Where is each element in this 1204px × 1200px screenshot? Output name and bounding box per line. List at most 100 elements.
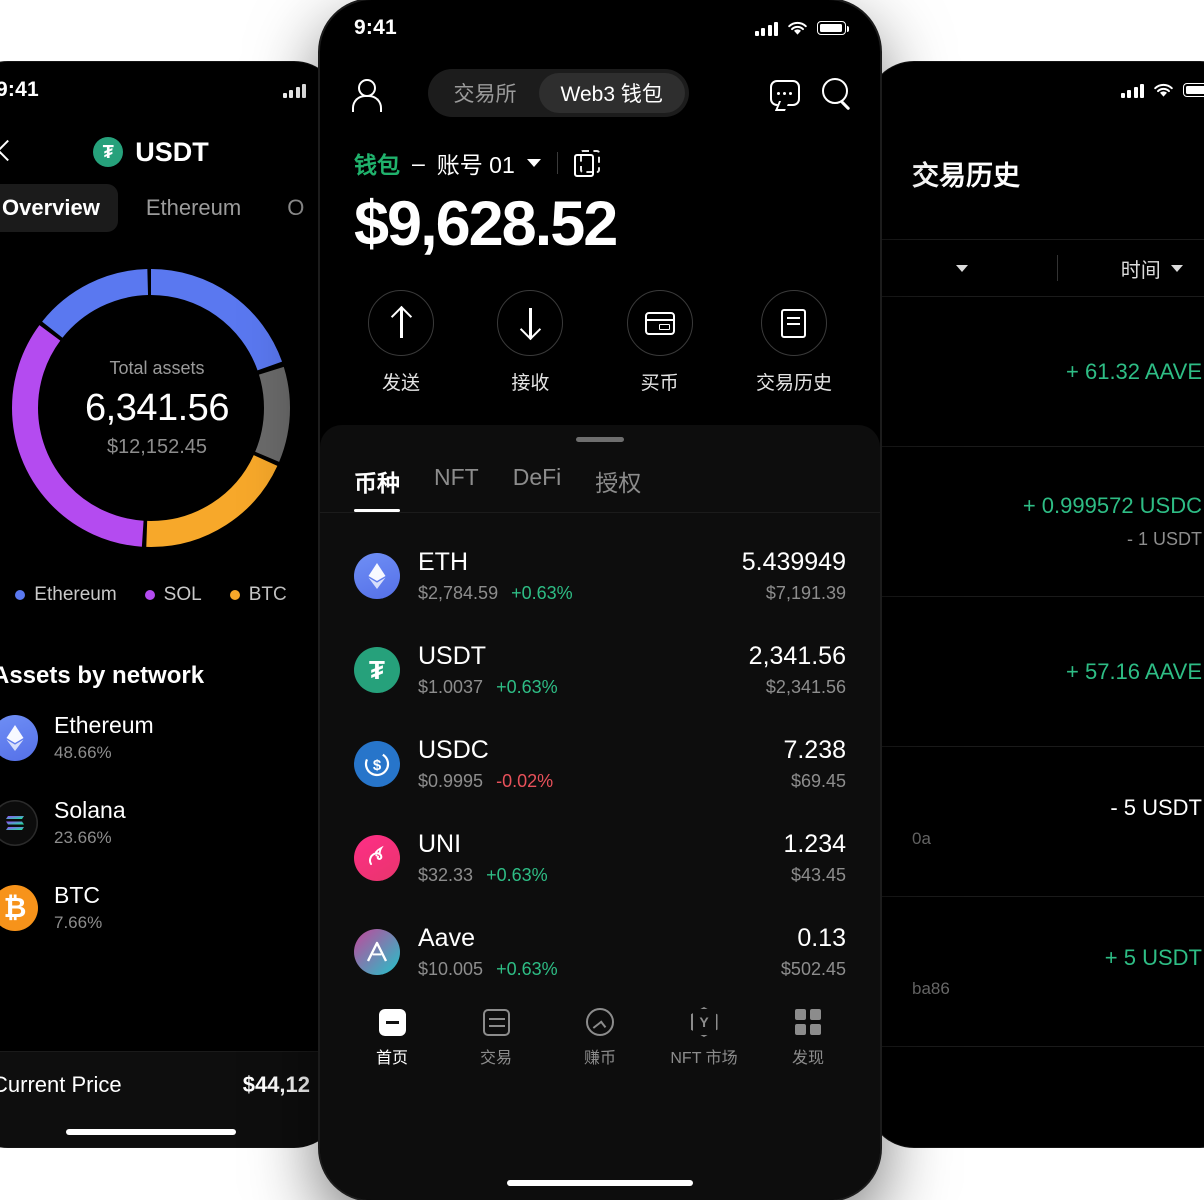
transaction-row[interactable]: + 57.16 AAVE [868, 597, 1204, 747]
token-amount: 1.234 [783, 830, 846, 858]
token-change: -0.02% [496, 771, 554, 791]
list-item[interactable]: Solana 23.66% [0, 797, 310, 848]
status-time: 9:41 [0, 78, 39, 101]
divider [556, 152, 558, 174]
legend-item-ethereum: Ethereum [15, 584, 117, 606]
left-tabs: Overview Ethereum O [0, 178, 340, 232]
search-icon[interactable] [821, 78, 852, 108]
sheet-grabber[interactable] [576, 437, 624, 442]
tab-nft[interactable]: NFT [434, 464, 479, 490]
legend-label: BTC [248, 584, 287, 605]
buy-button[interactable]: 买币 [626, 290, 693, 395]
network-name: Ethereum [54, 712, 154, 738]
chevron-down-icon [1170, 264, 1183, 272]
chart-legend: Ethereum SOL BTC [0, 584, 340, 606]
tab-overview[interactable]: Overview [0, 184, 118, 232]
token-row[interactable]: Aave $10.005 +0.63% 0.13 $502.45 [354, 905, 846, 999]
history-button[interactable]: 交易历史 [756, 290, 832, 395]
tab-trade[interactable]: 交易 [450, 1007, 542, 1068]
token-row[interactable]: UNI $32.33 +0.63% 1.234 $43.45 [354, 811, 846, 905]
home-icon [378, 1008, 406, 1036]
solana-icon [0, 799, 38, 846]
list-item[interactable]: ₿ BTC 7.66% [0, 882, 310, 933]
filter-type[interactable] [868, 264, 1057, 272]
current-price-value: $44,12 [242, 1072, 310, 1097]
tab-defi[interactable]: DeFi [512, 464, 562, 490]
home-indicator [507, 1180, 693, 1186]
token-symbol: USDT [418, 642, 487, 670]
wallet-selector[interactable]: 钱包 – 账号 01 [320, 124, 880, 180]
ethereum-icon [0, 714, 38, 761]
tab-ethereum[interactable]: Ethereum [145, 195, 242, 220]
wifi-icon [1154, 83, 1173, 97]
chevron-down-icon[interactable] [526, 159, 541, 167]
tether-icon: ₮ [354, 647, 400, 693]
tab-other[interactable]: O [287, 195, 305, 220]
network-percent: 48.66% [54, 743, 112, 762]
transaction-amount: + 61.32 AAVE [1066, 358, 1202, 384]
uniswap-icon [354, 835, 400, 881]
transaction-row[interactable]: + 0.999572 USDC - 1 USDT [868, 447, 1204, 597]
signal-icon [1120, 83, 1144, 98]
receive-button[interactable]: 接收 [497, 290, 564, 395]
assets-by-network-title: Assets by network [0, 662, 205, 689]
center-status-bar: 9:41 [320, 0, 880, 56]
send-button[interactable]: 发送 [368, 290, 434, 395]
transaction-row[interactable]: + 5 USDT ba86 [868, 897, 1204, 1047]
wallet-name: 钱包 [354, 152, 400, 178]
mode-segmented-control: 交易所 Web3 钱包 [427, 69, 689, 117]
home-indicator [66, 1129, 236, 1135]
token-amount: 0.13 [797, 924, 846, 952]
status-icons [754, 21, 849, 36]
token-value: $43.45 [790, 865, 846, 885]
left-title-group: ₮ USDT [0, 137, 340, 168]
token-row[interactable]: ETH $2,784.59 +0.63% 5.439949 $7,191.39 [354, 529, 846, 623]
chevron-left-icon[interactable] [0, 139, 18, 165]
tab-web3-wallet[interactable]: Web3 钱包 [538, 73, 685, 113]
token-symbol: USDC [418, 736, 489, 764]
arrow-up-icon [389, 308, 413, 338]
tab-approvals[interactable]: 授权 [595, 470, 642, 496]
status-icons [282, 83, 306, 98]
token-symbol: Aave [418, 924, 475, 952]
transaction-amount: - 5 USDT [1110, 794, 1202, 820]
tab-discover[interactable]: 发现 [762, 1007, 854, 1068]
donut-center: Total assets 6,341.56 $12,152.45 [7, 258, 307, 558]
filter-time[interactable]: 时间 [1058, 254, 1204, 283]
donut-value: 6,341.56 [85, 386, 229, 429]
asset-donut-chart: Total assets 6,341.56 $12,152.45 [0, 258, 340, 558]
transaction-row[interactable]: - 5 USDT 0a [868, 747, 1204, 897]
token-amount: 2,341.56 [748, 642, 846, 670]
total-balance: $9,628.52 [354, 189, 618, 259]
assets-sheet: 币种 NFT DeFi 授权 ETH $2,784.59 [320, 425, 880, 1200]
nft-icon [691, 1007, 718, 1037]
chat-icon[interactable] [769, 80, 800, 106]
tab-nft-market[interactable]: NFT 市场 [658, 1007, 750, 1068]
filter-time-label: 时间 [1120, 259, 1161, 282]
chevron-down-icon [956, 264, 969, 272]
tab-home[interactable]: 首页 [346, 1007, 438, 1068]
list-item[interactable]: Ethereum 48.66% [0, 712, 310, 763]
tab-earn[interactable]: 赚币 [554, 1007, 646, 1068]
tab-tokens[interactable]: 币种 [354, 464, 400, 512]
token-row[interactable]: ₮ USDT $1.0037 +0.63% 2,341.56 $2,341.56 [354, 623, 846, 717]
tab-label: 首页 [375, 1050, 408, 1067]
wallet-account: 账号 01 [436, 152, 515, 178]
aave-icon [354, 929, 400, 975]
token-row[interactable]: $ USDC $0.9995 -0.02% 7.238 $ [354, 717, 846, 811]
wallet-separator: – [412, 149, 425, 176]
person-icon[interactable] [348, 76, 382, 112]
network-percent: 7.66% [54, 913, 103, 932]
donut-label: Total assets [109, 357, 205, 378]
status-icons [1120, 83, 1204, 98]
status-time: 9:41 [354, 16, 397, 39]
document-icon [781, 308, 807, 338]
transaction-row[interactable]: + 61.32 AAVE [868, 297, 1204, 447]
center-phone: 9:41 交易所 Web3 钱包 钱包 [320, 0, 880, 1200]
tether-icon: ₮ [93, 137, 124, 167]
token-list: ETH $2,784.59 +0.63% 5.439949 $7,191.39 [320, 513, 880, 999]
copy-icon[interactable] [573, 150, 600, 177]
donut-svg [12, 269, 290, 547]
tab-exchange[interactable]: 交易所 [453, 83, 517, 106]
network-name: Solana [54, 797, 126, 823]
